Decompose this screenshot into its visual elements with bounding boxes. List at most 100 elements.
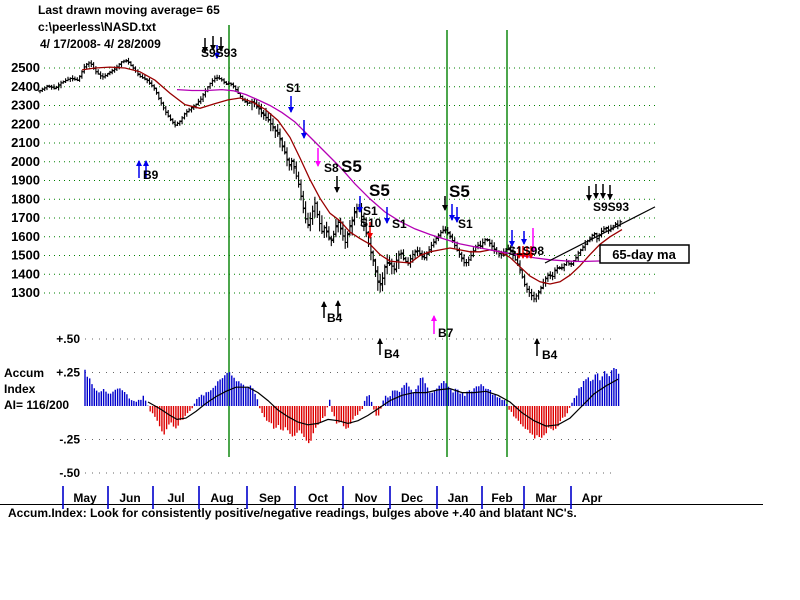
price-axis-label: 1700: [11, 210, 40, 225]
last-ma-text: Last drawn moving average= 65: [38, 3, 220, 17]
signal-label: S1: [458, 217, 473, 231]
ma-box-frame: [599, 244, 690, 264]
price-axis-label: 2000: [11, 154, 40, 169]
price-panel: [38, 57, 656, 303]
sell-arrowhead-icon: [202, 47, 208, 53]
month-label: Jul: [167, 491, 184, 505]
buy-arrowhead-icon: [377, 338, 383, 344]
sell-arrowhead-icon: [509, 241, 515, 247]
buy-arrowhead-icon: [143, 160, 149, 166]
price-axis-label: 2200: [11, 116, 40, 131]
sell-arrowhead-icon: [586, 195, 592, 201]
sell-arrowhead-icon: [521, 239, 527, 245]
signal-label: B9: [143, 168, 159, 182]
sell-arrowhead-icon: [607, 194, 613, 200]
fast-ma-line: [81, 66, 623, 285]
month-label: Aug: [210, 491, 233, 505]
price-axis-label: 2400: [11, 79, 40, 94]
month-label: Sep: [259, 491, 281, 505]
file-path-text: c:\peerless\NASD.txt: [38, 20, 156, 34]
sell-arrowhead-icon: [357, 207, 363, 213]
date-range-text: 4/ 17/2008- 4/ 28/2009: [40, 37, 161, 51]
sell-arrowhead-icon: [520, 253, 526, 259]
sell-arrowhead-icon: [442, 205, 448, 211]
signal-label: S1S98: [508, 244, 544, 258]
price-axis-label: 2500: [11, 60, 40, 75]
ma-box-label: 65-day ma: [612, 247, 676, 262]
price-axis-label: 1300: [11, 285, 40, 300]
accum-axis-label: -.50: [59, 466, 80, 480]
sell-arrowhead-icon: [524, 253, 530, 259]
accum-ai-value: AI= 116/200: [4, 398, 69, 412]
signal-label: B7: [438, 326, 454, 340]
signal-label: S9S93: [201, 46, 237, 60]
bottom-note: Accum.Index: Look for consistently posit…: [8, 506, 577, 520]
signal-label: S9S93: [593, 200, 629, 214]
sell-arrowhead-icon: [367, 233, 373, 239]
signal-label: S10: [360, 216, 382, 230]
month-label: Mar: [535, 491, 557, 505]
accum-negative-bars: [149, 406, 571, 444]
month-label: May: [73, 491, 97, 505]
month-label: Dec: [401, 491, 423, 505]
signal-label: B4: [384, 347, 400, 361]
axis-labels: 2500 2400 2300 2200 2100 2000 1900 1800 1700 1600…: [11, 60, 80, 480]
month-label: Nov: [355, 491, 378, 505]
buy-arrowhead-icon: [534, 338, 540, 344]
signal-label: B4: [542, 348, 558, 362]
price-axis-label: 1400: [11, 266, 40, 281]
uptrend-line: [544, 206, 656, 264]
sell-arrowhead-icon: [315, 161, 321, 167]
accum-axis-label: +.25: [56, 366, 80, 380]
buy-arrowhead-icon: [431, 315, 437, 321]
buy-arrowhead-icon: [335, 300, 341, 306]
month-label: Oct: [308, 491, 328, 505]
price-axis-label: 2100: [11, 135, 40, 150]
sell-arrowhead-icon: [301, 133, 307, 139]
sell-arrowhead-icon: [600, 193, 606, 199]
sell-arrowhead-icon: [218, 46, 224, 52]
sell-arrowhead-icon: [210, 45, 216, 51]
signal-label: S8: [324, 161, 339, 175]
price-axis-label: 1800: [11, 191, 40, 206]
sell-arrowhead-icon: [593, 193, 599, 199]
signal-label: S1: [286, 81, 301, 95]
sell-arrowhead-icon: [288, 107, 294, 113]
accum-label-line1: Accum: [4, 366, 44, 380]
month-label: Jan: [448, 491, 469, 505]
sell-arrowhead-icon: [334, 187, 340, 193]
sell-arrowhead-icon: [516, 253, 522, 259]
signal-label: S1: [363, 204, 378, 218]
month-label: Feb: [491, 491, 512, 505]
month-axis: May Jun Jul Aug Sep Oct Nov Dec Jan Feb Mar Apr: [62, 486, 603, 509]
signal-label: S5: [341, 157, 362, 176]
signal-label: B4: [327, 311, 343, 325]
buy-arrowhead-icon: [321, 301, 327, 307]
price-axis-label: 1900: [11, 173, 40, 188]
sell-arrowhead-icon: [384, 218, 390, 224]
65-day-ma-line: [176, 88, 623, 263]
month-label: Apr: [582, 491, 603, 505]
month-label: Jun: [119, 491, 140, 505]
signal-label: S1: [392, 217, 407, 231]
accum-label-line2: Index: [4, 382, 36, 396]
sell-arrowhead-icon: [528, 253, 534, 259]
accum-axis-label: +.50: [56, 332, 80, 346]
sell-arrowhead-icon: [214, 53, 220, 59]
signal-label: S5: [369, 181, 390, 200]
accum-ma-line: [147, 378, 619, 427]
ma-label-box: 65-day ma: [599, 244, 690, 264]
sell-arrowhead-icon: [449, 215, 455, 221]
price-ohlc-bars: [38, 57, 623, 303]
signal-label: S5: [449, 182, 470, 201]
accum-positive-bars: [84, 368, 620, 406]
accum-index-panel: [84, 368, 620, 444]
sell-arrowhead-icon: [454, 217, 460, 223]
price-axis-label: 2300: [11, 98, 40, 113]
price-axis-label: 1500: [11, 248, 40, 263]
accum-axis-label: -.25: [59, 433, 80, 447]
buy-arrowhead-icon: [136, 160, 142, 166]
